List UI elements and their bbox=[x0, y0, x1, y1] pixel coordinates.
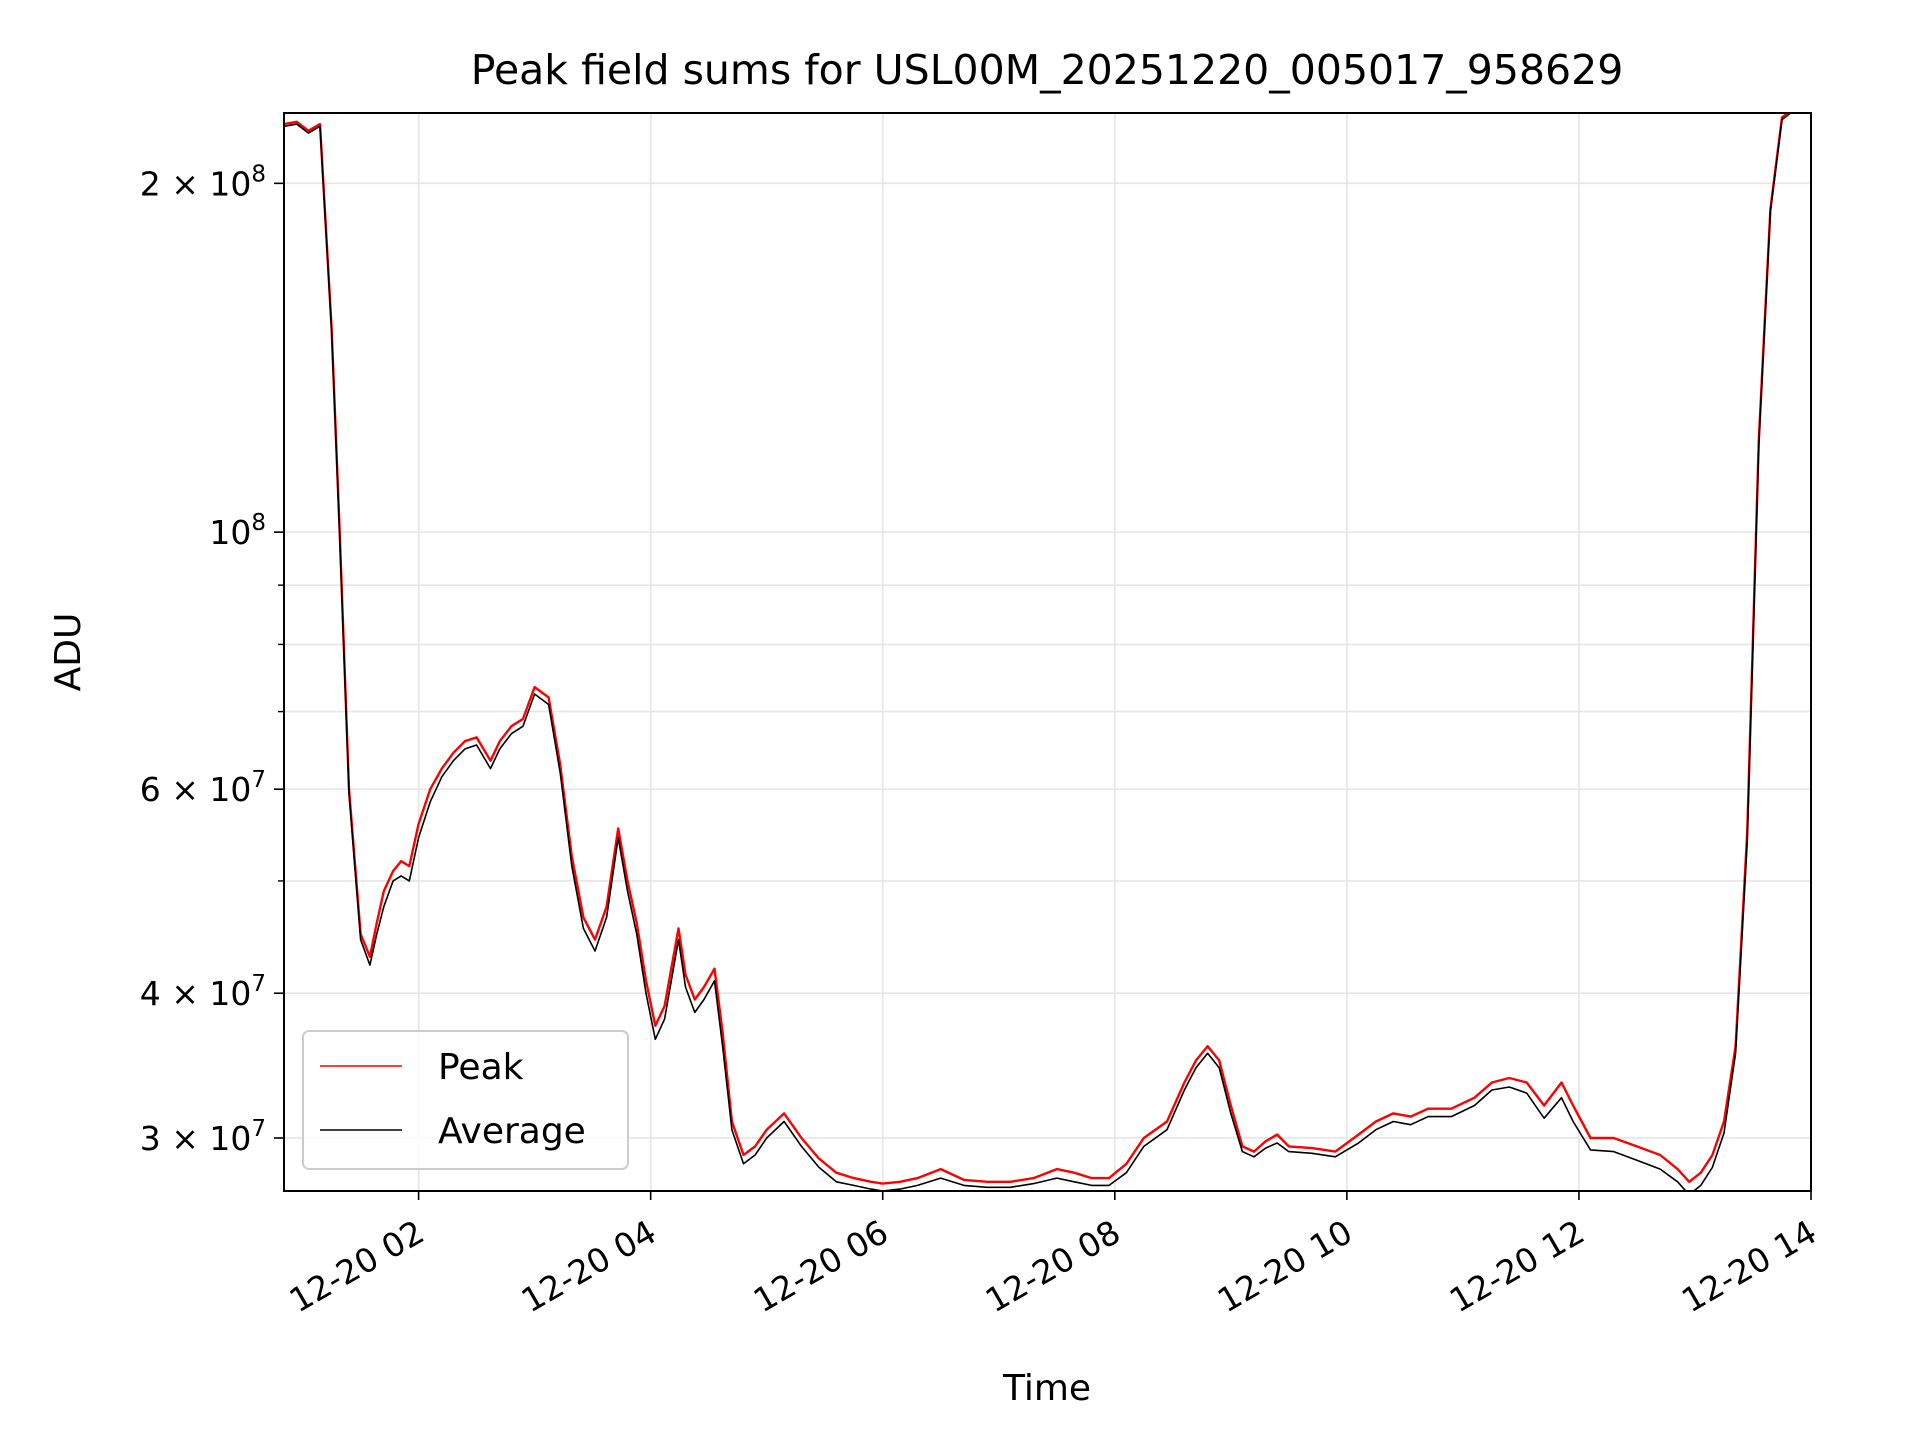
y-tick-label: 4 × 107 bbox=[140, 971, 266, 1013]
legend-label-peak: Peak bbox=[438, 1047, 524, 1088]
y-tick-label: 6 × 107 bbox=[140, 767, 266, 809]
y-axis-label: ADU bbox=[48, 613, 89, 692]
series-line-peak bbox=[284, 113, 1790, 1185]
chart-title: Peak field sums for USL00M_20251220_0050… bbox=[471, 46, 1624, 94]
series-layer bbox=[284, 113, 1793, 1191]
y-tick-label: 3 × 107 bbox=[140, 1116, 266, 1158]
series-line-average bbox=[284, 113, 1793, 1191]
y-tick-label: 2 × 108 bbox=[140, 161, 266, 203]
x-axis-label: Time bbox=[1002, 1368, 1091, 1409]
y-tick-label: 108 bbox=[209, 510, 266, 552]
legend-label-average: Average bbox=[438, 1111, 586, 1152]
legend: Peak Average bbox=[302, 1030, 629, 1170]
y-axis: 3 × 107 4 × 107 6 × 107 108 2 × 108 bbox=[140, 161, 284, 1158]
plot-frame bbox=[283, 112, 1812, 1192]
